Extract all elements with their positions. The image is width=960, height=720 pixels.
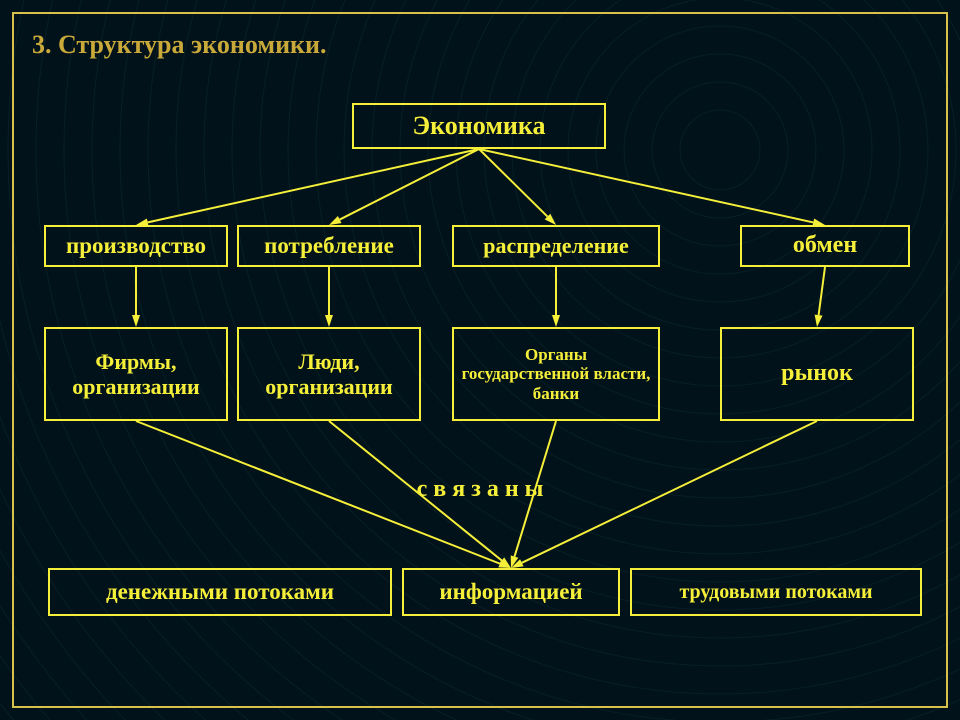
node-sub3: Органы государственной власти, банки bbox=[452, 327, 660, 421]
node-link2: информацией bbox=[402, 568, 620, 616]
node-cat4: обмен bbox=[740, 225, 910, 267]
node-link3-label: трудовыми потоками bbox=[679, 581, 872, 604]
node-sub4: рынок bbox=[720, 327, 914, 421]
node-sub4-label: рынок bbox=[781, 360, 853, 388]
node-link3: трудовыми потоками bbox=[630, 568, 922, 616]
node-cat1-label: производство bbox=[66, 233, 206, 259]
node-sub3-label: Органы государственной власти, банки bbox=[460, 345, 652, 404]
node-sub1-label: Фирмы, организации bbox=[52, 349, 220, 400]
node-root-label: Экономика bbox=[412, 111, 545, 141]
slide-title: 3. Структура экономики. bbox=[32, 30, 327, 60]
node-cat3-label: распределение bbox=[483, 233, 629, 258]
node-link2-label: информацией bbox=[439, 579, 582, 605]
node-cat1: производство bbox=[44, 225, 228, 267]
node-cat3: распределение bbox=[452, 225, 660, 267]
node-cat2-label: потребление bbox=[264, 233, 394, 259]
node-sub2-label: Люди, организации bbox=[245, 349, 413, 400]
node-root: Экономика bbox=[352, 103, 606, 149]
node-cat2: потребление bbox=[237, 225, 421, 267]
node-cat4-label: обмен bbox=[793, 232, 857, 260]
connector-label: с в я з а н ы bbox=[0, 476, 960, 503]
node-link1-label: денежными потоками bbox=[106, 579, 334, 605]
diagram-stage: 3. Структура экономики. с в я з а н ы Эк… bbox=[0, 0, 960, 720]
node-sub1: Фирмы, организации bbox=[44, 327, 228, 421]
node-sub2: Люди, организации bbox=[237, 327, 421, 421]
node-link1: денежными потоками bbox=[48, 568, 392, 616]
